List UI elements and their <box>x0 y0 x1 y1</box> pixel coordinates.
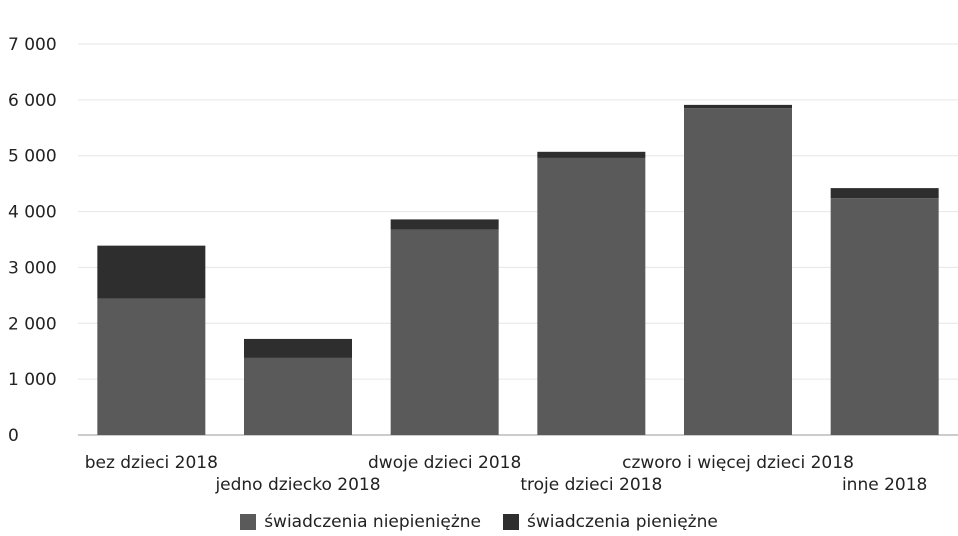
grid-lines <box>78 43 958 436</box>
category-label: czworo i więcej dzieci 2018 <box>622 453 854 473</box>
legend-item-nonmonetary: świadczenia niepieniężne <box>240 512 481 532</box>
y-tick-label: 3 000 <box>8 258 57 278</box>
bar-nonmonetary-4 <box>684 108 792 435</box>
category-label: inne 2018 <box>842 475 927 495</box>
y-tick-label: 7 000 <box>8 35 57 55</box>
legend-swatch-nonmonetary <box>240 514 257 530</box>
bar-nonmonetary-1 <box>244 357 352 435</box>
bar-monetary-0 <box>97 245 206 299</box>
stacked-bar-chart: 0 1 000 2 000 3 000 4 000 5 000 6 000 7 000 bez… <box>8 35 958 495</box>
category-label: dwoje dzieci 2018 <box>368 453 521 473</box>
bar-monetary-4 <box>684 104 792 109</box>
category-label: bez dzieci 2018 <box>85 453 218 473</box>
bar-monetary-5 <box>830 188 939 199</box>
bar-monetary-1 <box>244 338 352 358</box>
y-tick-label: 1 000 <box>8 370 57 390</box>
bar-nonmonetary-5 <box>830 198 939 435</box>
y-axis-ticks: 0 1 000 2 000 3 000 4 000 5 000 6 000 7 000 <box>8 35 57 446</box>
y-tick-label: 2 000 <box>8 314 57 334</box>
bar-nonmonetary-0 <box>97 298 206 435</box>
y-tick-label: 4 000 <box>8 203 57 223</box>
bar-monetary-3 <box>537 151 646 158</box>
legend-item-monetary: świadczenia pieniężne <box>502 512 718 532</box>
bar-nonmonetary-2 <box>390 229 499 435</box>
legend-swatch-monetary <box>502 514 519 530</box>
bars <box>97 104 939 435</box>
bar-monetary-2 <box>390 219 499 230</box>
legend: świadczenia niepieniężne świadczenia pie… <box>0 508 958 536</box>
category-label: jedno dziecko 2018 <box>214 475 380 495</box>
y-tick-label: 5 000 <box>8 147 57 167</box>
bar-nonmonetary-3 <box>537 157 646 435</box>
legend-label-nonmonetary: świadczenia niepieniężne <box>264 512 481 532</box>
category-label: troje dzieci 2018 <box>520 475 662 495</box>
y-tick-label: 6 000 <box>8 91 57 111</box>
legend-label-monetary: świadczenia pieniężne <box>526 512 718 532</box>
y-tick-label: 0 <box>8 426 19 446</box>
